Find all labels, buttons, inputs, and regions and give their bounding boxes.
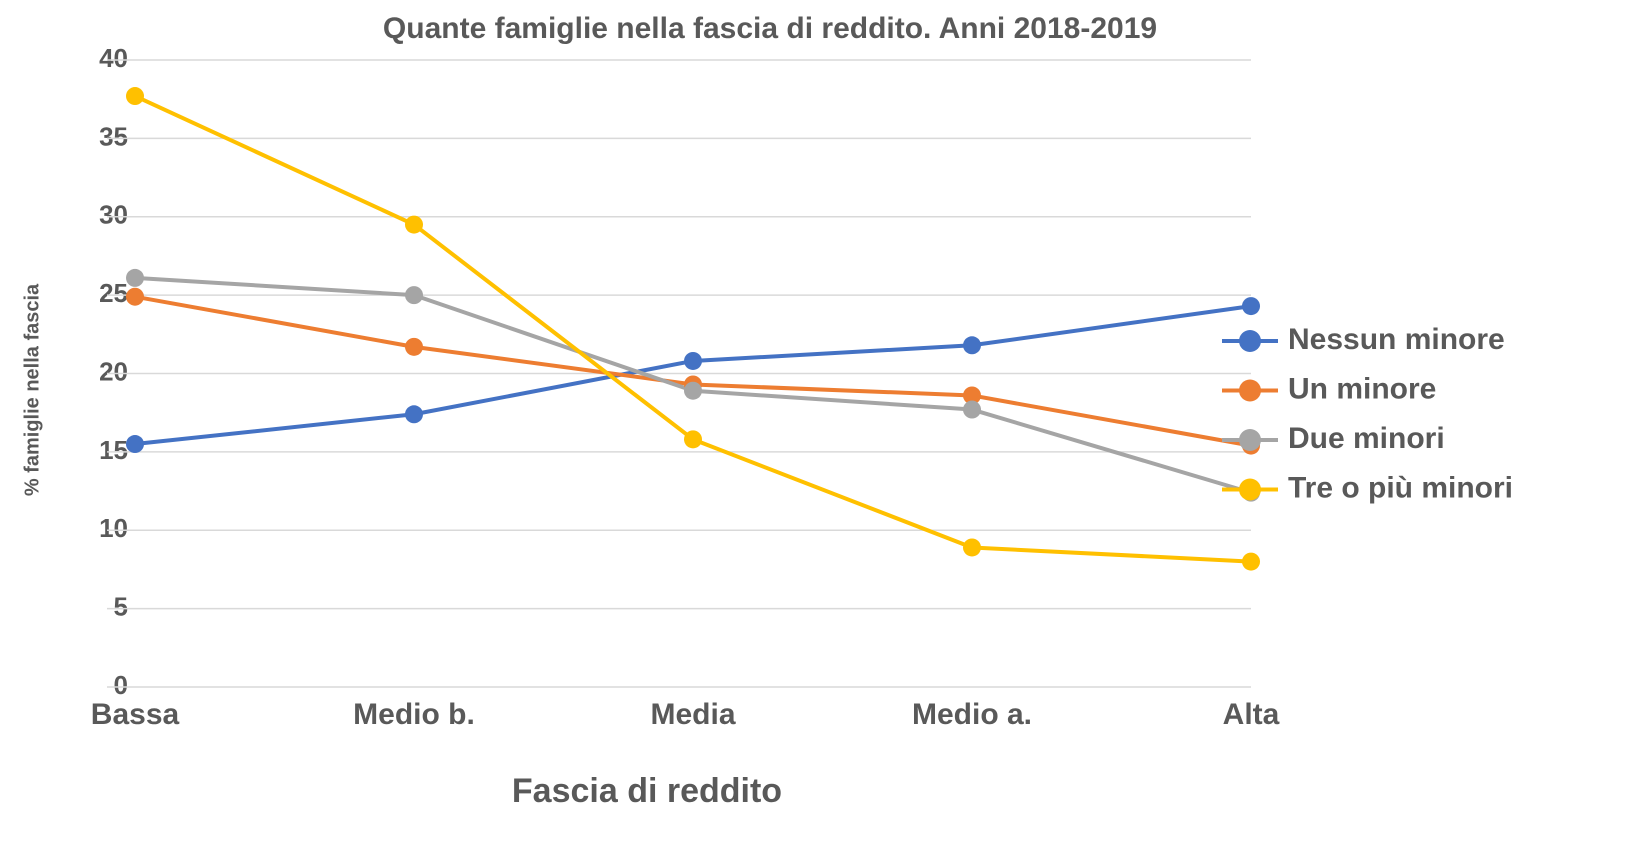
data-point (963, 400, 981, 419)
y-tick-label: 25 (99, 278, 128, 308)
data-point (126, 268, 144, 287)
y-tick-label: 10 (99, 513, 128, 543)
data-point (126, 287, 144, 306)
legend-label: Un minore (1288, 372, 1436, 405)
data-point (963, 336, 981, 355)
y-tick-label: 35 (99, 121, 128, 151)
data-point (405, 337, 423, 356)
legend-marker (1239, 478, 1261, 501)
legend-label: Nessun minore (1288, 323, 1505, 356)
data-point (684, 430, 702, 449)
x-tick-label: Medio b. (353, 698, 475, 731)
legend-marker (1239, 429, 1261, 451)
chart-title: Quante famiglie nella fascia di reddito.… (383, 12, 1157, 45)
data-point (1242, 552, 1260, 571)
legend-marker (1239, 379, 1261, 402)
x-tick-label: Alta (1223, 698, 1280, 731)
x-axis-title: Fascia di reddito (512, 772, 782, 810)
data-point (405, 215, 423, 234)
series-line (134, 294, 1252, 448)
legend-marker (1239, 330, 1261, 352)
y-axis-title: % famiglie nella fascia (21, 283, 43, 496)
y-tick-label: 30 (99, 200, 128, 230)
y-tick-label: 15 (99, 435, 128, 465)
legend-label: Tre o più minori (1288, 471, 1513, 504)
data-point (126, 435, 144, 454)
data-point (405, 286, 423, 305)
data-point (684, 351, 702, 370)
data-point (963, 386, 981, 405)
data-point (405, 405, 423, 424)
y-tick-label: 40 (99, 43, 128, 73)
data-point (1242, 297, 1260, 316)
x-tick-label: Media (650, 698, 735, 731)
x-tick-label: Bassa (91, 698, 180, 731)
data-point (963, 538, 981, 557)
data-point (126, 87, 144, 106)
data-point (684, 381, 702, 400)
y-tick-label: 20 (99, 356, 128, 386)
legend-label: Due minori (1288, 422, 1445, 455)
x-tick-label: Medio a. (912, 698, 1032, 731)
y-tick-label: 5 (114, 592, 128, 622)
y-tick-label: 0 (114, 670, 128, 700)
